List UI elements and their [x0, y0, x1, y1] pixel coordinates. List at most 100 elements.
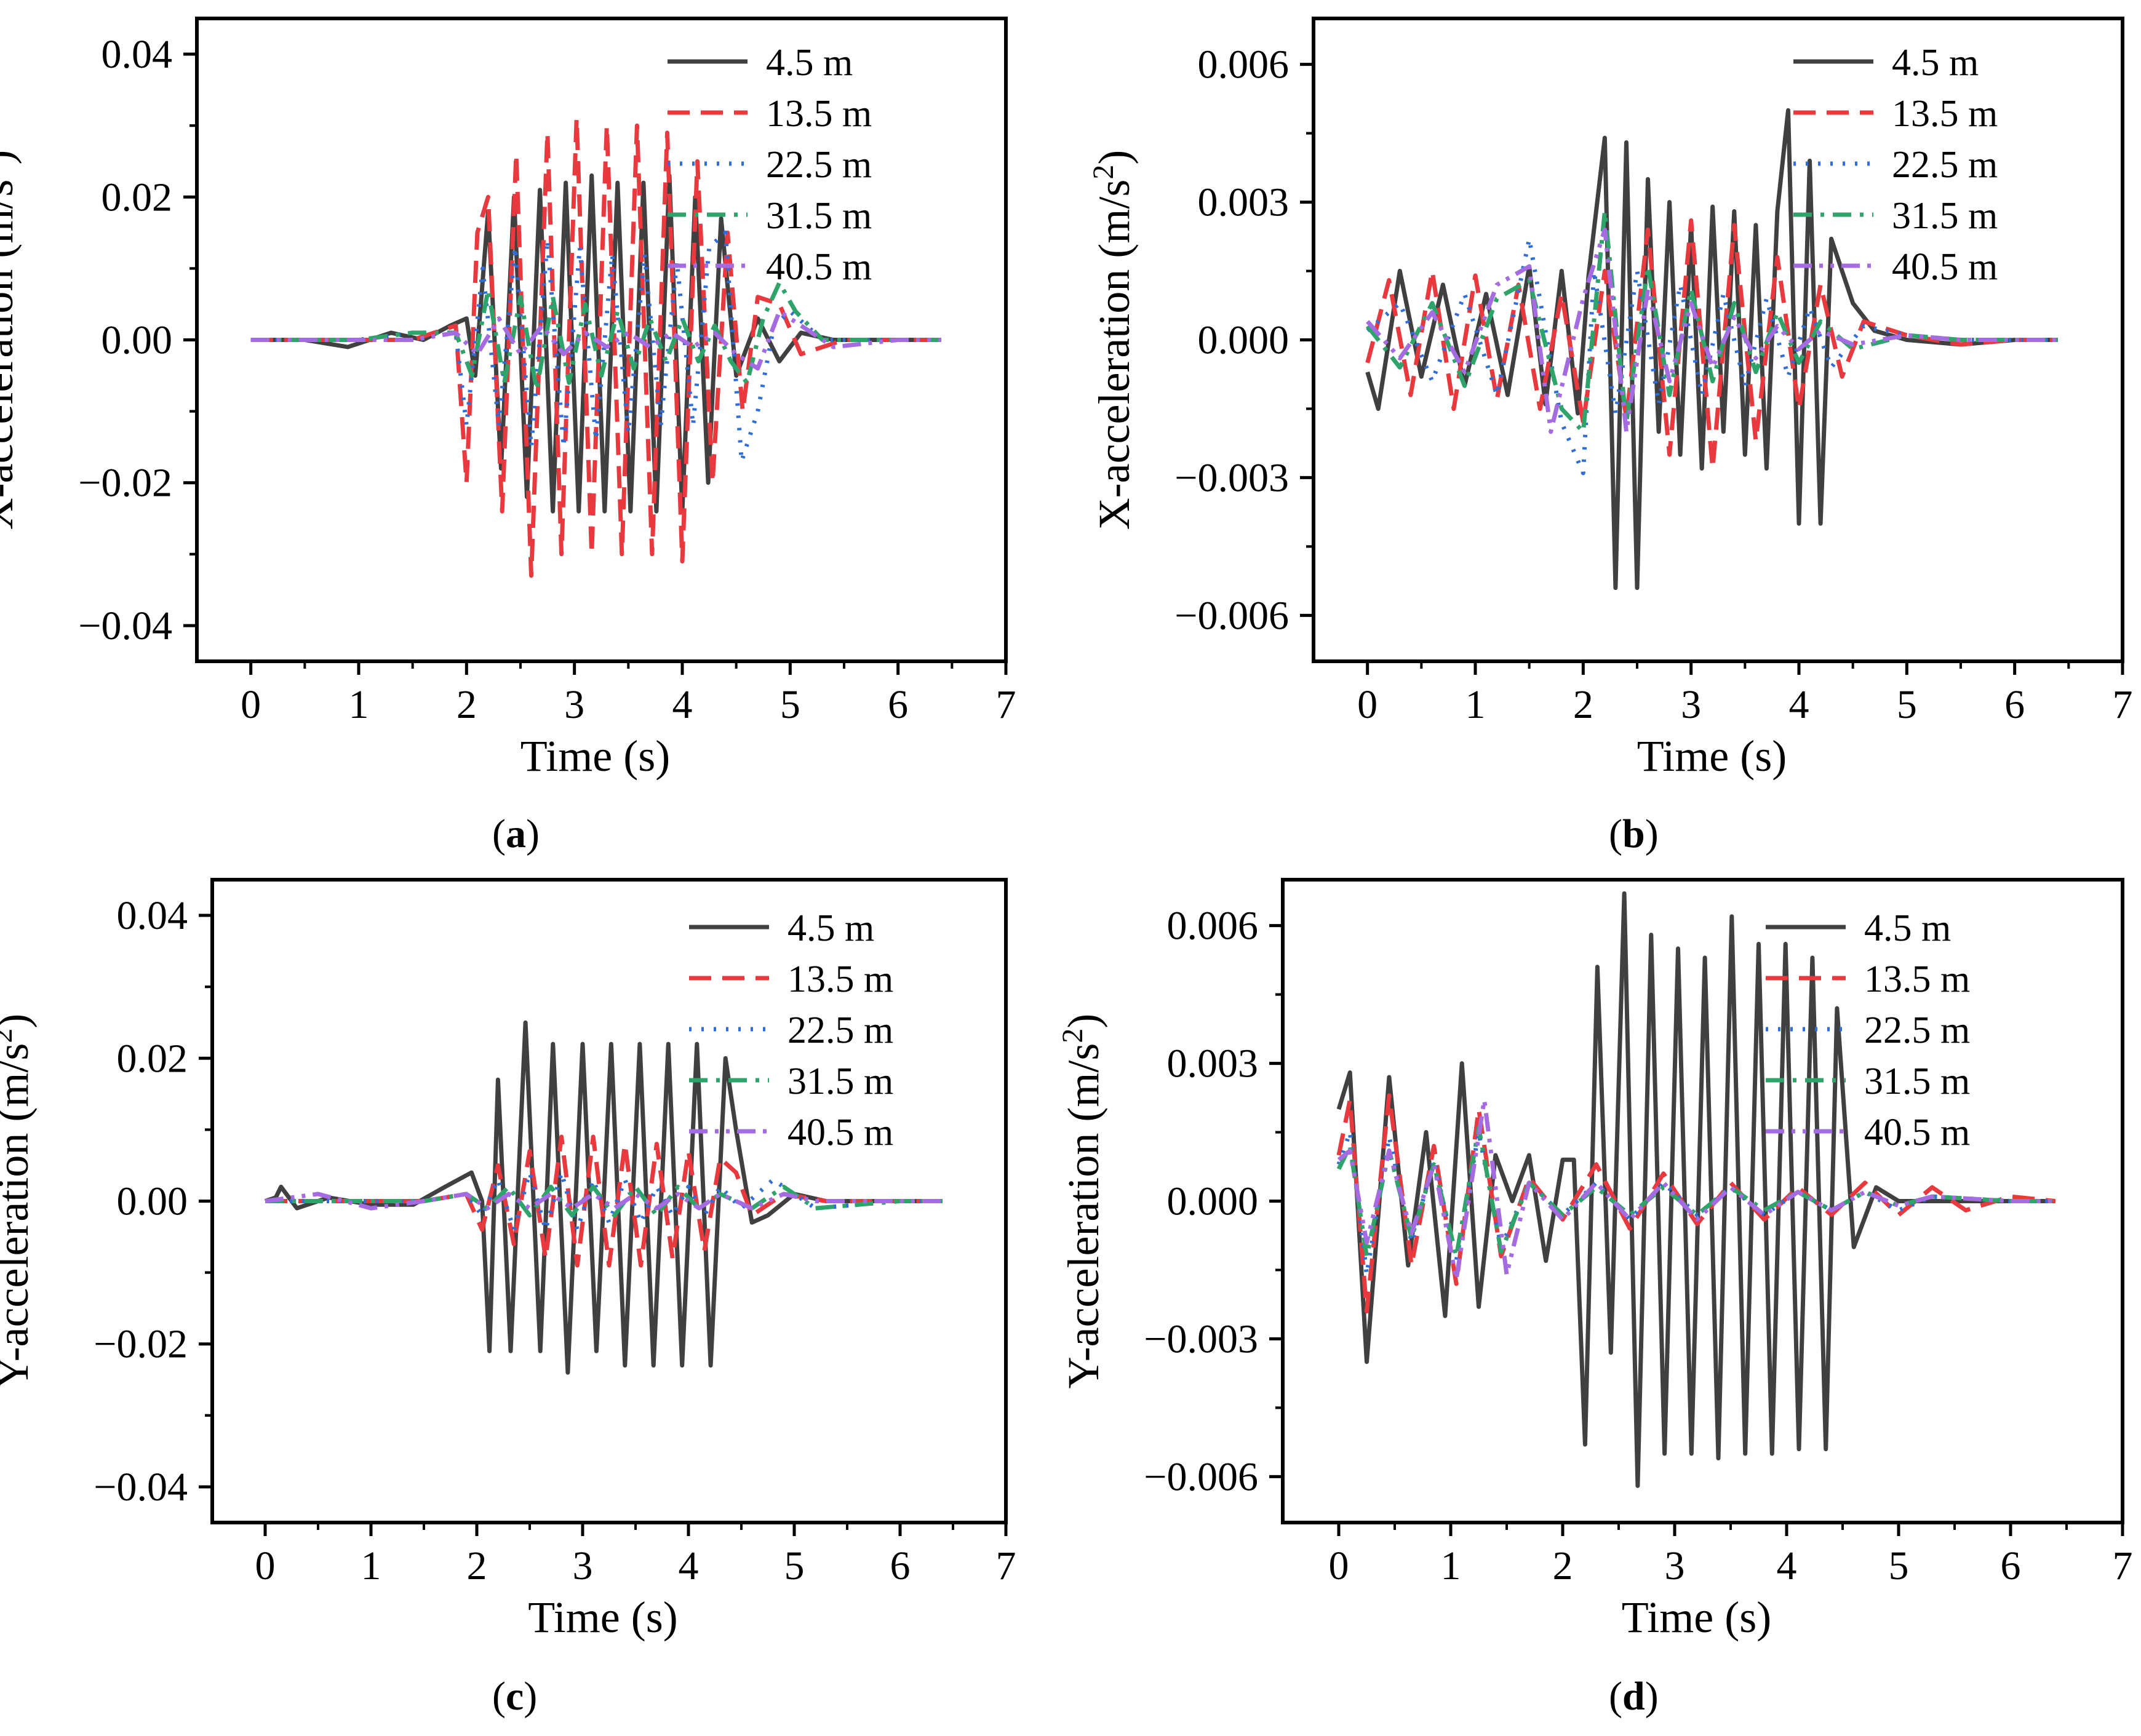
series-line-4-5-m: [264, 1020, 943, 1375]
legend-label: 4.5 m: [787, 907, 874, 949]
series-group: [250, 116, 941, 578]
x-tick-label: 6: [2001, 1543, 2021, 1588]
x-tick-label: 0: [1357, 682, 1377, 727]
legend-label: 13.5 m: [1864, 958, 1970, 1000]
x-tick-label: 3: [1665, 1543, 1685, 1588]
y-tick-label: 0.02: [117, 1036, 188, 1081]
y-axis-label: Y-acceleration (m/s2): [1056, 1014, 1108, 1389]
series-line-4-5-m: [1336, 891, 2055, 1488]
x-tick-label: 5: [780, 682, 800, 727]
legend: 4.5 m 13.5 m 22.5 m 31.5 m 40.5 m: [1766, 907, 1970, 1153]
y-tick-label: 0.04: [117, 893, 188, 938]
x-axis-label: Time (s): [1622, 1593, 1771, 1642]
x-tick-label: 1: [1441, 1543, 1461, 1588]
x-tick-label: 1: [361, 1543, 381, 1588]
series-group: [264, 1020, 943, 1375]
y-tick-label: −0.003: [1144, 1316, 1258, 1361]
series-line-13-5-m: [265, 1134, 943, 1268]
panel-a: 0 1 2 3 4 5 6 7 −0.04 −0.02 0.00 0.02 0.04 Time (s) X-…: [0, 17, 1016, 781]
y-tick-label: −0.04: [78, 603, 172, 648]
y-tick-label: −0.04: [94, 1465, 188, 1510]
y-tick-label: 0.003: [1198, 180, 1290, 225]
legend-label: 22.5 m: [1892, 144, 1998, 186]
x-tick-label: 2: [1573, 682, 1593, 727]
legend-label: 4.5 m: [1864, 907, 1951, 949]
x-tick-label: 5: [1889, 1543, 1909, 1588]
caption-c: (c): [492, 1674, 538, 1719]
x-axis-label: Time (s): [528, 1593, 677, 1642]
series-line-13-5-m: [1365, 218, 2058, 471]
x-tick-label: 4: [679, 1543, 699, 1588]
y-axis-label: X-acceleration (m/s2): [1087, 150, 1139, 530]
legend-label: 4.5 m: [1892, 42, 1979, 84]
panel-c: 0 1 2 3 4 5 6 7 −0.04 −0.02 0.00 0.02 0.04 Time (s) Y-…: [0, 878, 1016, 1642]
x-tick-label: 7: [996, 682, 1016, 727]
y-tick-label: 0.04: [102, 32, 173, 77]
x-tick-label: 4: [1777, 1543, 1797, 1588]
x-tick-label: 2: [457, 682, 477, 727]
y-tick-label: −0.003: [1174, 455, 1289, 500]
series-line-13-5-m: [1336, 1093, 2056, 1314]
y-axis-label: X-acceleration (m/s2): [0, 150, 22, 530]
legend-label: 31.5 m: [766, 195, 872, 237]
series-line-4-5-m: [1365, 108, 2058, 591]
x-tick-label: 6: [2004, 682, 2025, 727]
y-tick-label: 0.000: [1198, 318, 1290, 363]
legend-label: 4.5 m: [766, 42, 853, 84]
legend-label: 31.5 m: [787, 1061, 893, 1102]
caption-d-letter: d: [1622, 1674, 1645, 1719]
legend-label: 40.5 m: [787, 1112, 893, 1153]
caption-a-letter: a: [505, 811, 526, 856]
x-tick-label: 6: [888, 682, 908, 727]
x-tick-label: 1: [1465, 682, 1486, 727]
y-tick-label: 0.00: [117, 1179, 188, 1224]
y-tick-label: 0.006: [1198, 42, 1290, 87]
series-line-13-5-m: [250, 116, 941, 578]
series-group: [1365, 108, 2058, 591]
panel-b: 0 1 2 3 4 5 6 7 −0.006 −0.003 0.000 0.003 0.006 Time …: [1087, 17, 2133, 781]
y-tick-label: 0.006: [1167, 904, 1259, 949]
legend-label: 13.5 m: [787, 958, 893, 1000]
x-tick-label: 3: [564, 682, 584, 727]
caption-c-letter: c: [505, 1674, 524, 1719]
caption-b-letter: b: [1622, 811, 1645, 856]
y-tick-label: 0.00: [102, 318, 173, 363]
x-tick-label: 3: [1681, 682, 1701, 727]
x-tick-label: 2: [1553, 1543, 1573, 1588]
y-tick-label: 0.003: [1167, 1041, 1259, 1086]
y-tick-label: −0.02: [78, 461, 172, 506]
series-line-40-5-m: [265, 1192, 943, 1211]
y-axis-label: Y-acceleration (m/s2): [0, 1014, 38, 1389]
x-tick-label: 6: [890, 1543, 911, 1588]
legend-label: 40.5 m: [1892, 246, 1998, 288]
x-tick-label: 5: [1897, 682, 1917, 727]
x-tick-label: 7: [2113, 1543, 2133, 1588]
x-tick-label: 3: [573, 1543, 593, 1588]
legend: 4.5 m 13.5 m 22.5 m 31.5 m 40.5 m: [1793, 42, 1998, 288]
x-tick-label: 0: [241, 682, 261, 727]
series-line-31-5-m: [1365, 209, 2058, 434]
legend-label: 22.5 m: [1864, 1009, 1970, 1051]
caption-a: (a): [492, 811, 540, 856]
y-tick-label: 0.02: [102, 175, 173, 220]
series-line-40-5-m: [1366, 227, 2058, 434]
legend: 4.5 m 13.5 m 22.5 m 31.5 m 40.5 m: [689, 907, 893, 1153]
x-tick-label: 7: [2113, 682, 2133, 727]
legend-label: 13.5 m: [1892, 93, 1998, 135]
series-line-22-5-m: [1366, 236, 2058, 476]
legend-label: 31.5 m: [1892, 195, 1998, 237]
caption-d: (d): [1609, 1674, 1659, 1719]
series-group: [1336, 891, 2056, 1488]
legend-label: 31.5 m: [1864, 1061, 1970, 1102]
y-tick-label: −0.006: [1144, 1454, 1258, 1499]
x-tick-label: 4: [1789, 682, 1809, 727]
legend: 4.5 m 13.5 m 22.5 m 31.5 m 40.5 m: [668, 42, 872, 288]
legend-label: 40.5 m: [1864, 1112, 1970, 1153]
x-tick-label: 0: [1329, 1543, 1349, 1588]
x-tick-label: 0: [255, 1543, 276, 1588]
x-tick-label: 5: [784, 1543, 805, 1588]
panel-d: 0 1 2 3 4 5 6 7 −0.006 −0.003 0.000 0.003 0.006 Time …: [1056, 878, 2133, 1642]
y-tick-label: 0.000: [1167, 1179, 1259, 1224]
y-tick-label: −0.006: [1174, 593, 1289, 638]
